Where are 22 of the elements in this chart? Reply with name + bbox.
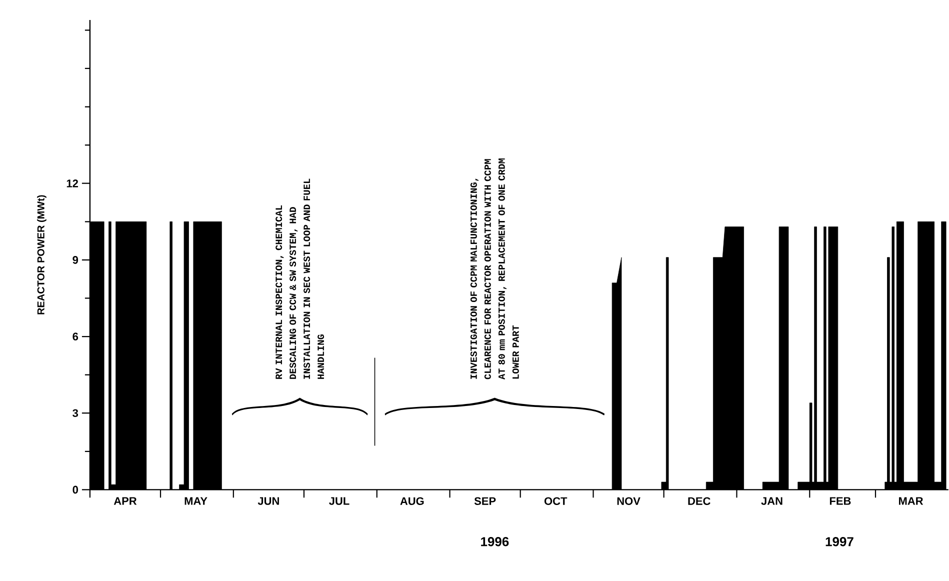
text: 1996 (481, 537, 509, 546)
y-tick-label: 0 (72, 486, 78, 494)
annotation: RV INTERNAL INSPECTION, CHEMICAL DESCALING OF CCW & SW SYSTEM, HAD INSTALLATION IN SEC WEST LOOP AND FUEL HANDLING (276, 178, 324, 380)
x-tick-label: NOV (617, 497, 640, 506)
y-tick-label: 12 (66, 180, 78, 188)
text: 1997 (826, 537, 854, 546)
annotation: INVESTIGATION OF CCPM MALFUNCTIONING, CLEARENCE FOR REACTOR OPERATION WITH CCPM AT 80 mm POSITION, REPLACEMENT OF ONE CRDM LOWER PART (470, 158, 519, 380)
x-tick-label: DEC (688, 497, 710, 506)
x-tick-label: FEB (830, 497, 851, 505)
x-tick-label: JAN (761, 497, 782, 506)
x-tick-label: JUL (329, 497, 350, 506)
y-tick-label: 6 (72, 332, 78, 341)
x-tick-label: JUN (258, 497, 279, 506)
x-tick-label: AUG (400, 497, 424, 506)
y-axis-title: REACTOR POWER (MWt) (37, 195, 46, 314)
x-tick-label: MAY (184, 497, 208, 505)
x-tick-label: SEP (474, 497, 496, 506)
x-tick-label: MAR (898, 497, 924, 505)
y-tick-label: 3 (72, 409, 78, 418)
y-tick-label: 9 (72, 256, 78, 264)
x-tick-label: OCT (544, 497, 568, 506)
x-tick-label: APR (114, 497, 137, 505)
